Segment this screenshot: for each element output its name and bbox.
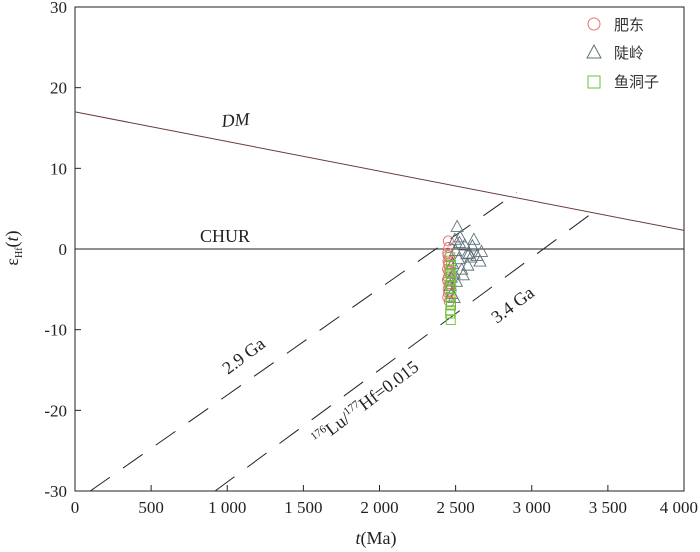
- y-tick-label: 20: [50, 79, 67, 98]
- x-axis-title: t(Ma): [356, 528, 397, 549]
- x-tick-label: 4 000: [660, 498, 698, 517]
- data-point-square: [444, 268, 455, 279]
- y-axis-title-prefix: ε: [2, 258, 22, 266]
- x-tick-label: 3 000: [513, 498, 551, 517]
- y-axis-title-close: ): [2, 230, 23, 236]
- data-point-triangle: [447, 266, 461, 279]
- dm-line-label: DM: [220, 109, 251, 131]
- y-tick-label: 10: [50, 159, 67, 178]
- y-axis-title-italic: t: [2, 235, 22, 241]
- data-point-triangle: [450, 219, 464, 232]
- data-point-square: [445, 315, 456, 325]
- data-point-square: [446, 271, 457, 282]
- chur-line-label: CHUR: [200, 226, 250, 246]
- data-point-triangle: [452, 235, 467, 248]
- legend-label-yudongzi: 鱼洞子: [614, 73, 659, 91]
- data-point-triangle: [447, 290, 461, 303]
- svg-text:εHf(t): εHf(t): [2, 230, 25, 265]
- data-point-circle: [443, 251, 455, 263]
- data-point-triangle: [453, 229, 467, 243]
- data-point-square: [445, 252, 456, 263]
- x-tick-label: 2 000: [360, 498, 398, 517]
- x-tick-label: 0: [71, 498, 80, 517]
- x-tick-label: 1 500: [284, 498, 322, 517]
- data-point-square: [445, 281, 455, 292]
- data-point-triangle: [448, 243, 463, 257]
- dm-reference-line: [75, 111, 684, 231]
- x-tick-label: 2 500: [437, 498, 475, 517]
- x-tick-label: 1 000: [208, 498, 246, 517]
- legend-label-feidong: 肥东: [614, 16, 644, 34]
- legend-item-yudongzi: 鱼洞子: [587, 73, 659, 91]
- data-point-triangle: [465, 238, 480, 252]
- y-axis-title: εHf(t): [2, 230, 25, 265]
- data-point-triangle: [464, 250, 478, 263]
- evolution-line-ga29: [89, 192, 517, 491]
- plot-clip-group: [75, 111, 684, 491]
- data-point-triangle: [474, 244, 489, 257]
- x-axis-title-italic: t: [356, 528, 362, 548]
- data-point-square: [446, 265, 457, 275]
- data-point-triangle: [460, 246, 474, 260]
- data-point-triangle: [448, 232, 462, 245]
- data-point-square: [446, 284, 457, 295]
- plot-layer: -30 -20 -10 0 10 20 30 0 500 1 000 1 500 2 000 2 500…: [44, 0, 698, 517]
- y-axis-title-open: (: [2, 241, 23, 247]
- x-tick-label: 3 500: [589, 498, 627, 517]
- data-point-triangle: [456, 267, 470, 281]
- data-point-square: [445, 305, 456, 316]
- legend-square-marker: [587, 75, 601, 89]
- x-axis-title-rest: (Ma): [361, 528, 397, 549]
- data-point-circle: [442, 235, 454, 247]
- y-tick-label: -30: [44, 482, 67, 501]
- y-tick-label: -20: [44, 401, 67, 420]
- y-tick-label: 30: [50, 0, 67, 17]
- data-point-triangle: [473, 254, 487, 267]
- legend-triangle-marker: [586, 43, 602, 59]
- y-axis-title-subscript: Hf: [14, 247, 25, 258]
- y-tick-label: 0: [59, 240, 68, 259]
- data-point-triangle: [461, 258, 475, 271]
- legend-circle-marker: [587, 17, 601, 31]
- data-point-square: [445, 297, 456, 308]
- legend-item-douling: 陡岭: [586, 43, 644, 62]
- legend-item-feidong: 肥东: [587, 16, 644, 34]
- x-tick-label: 500: [138, 498, 164, 517]
- data-point-triangle: [467, 232, 481, 245]
- legend: 肥东 陡岭 鱼洞子: [586, 16, 659, 91]
- y-tick-label: -10: [44, 321, 67, 340]
- data-point-triangle: [462, 246, 477, 259]
- legend-label-douling: 陡岭: [614, 44, 644, 62]
